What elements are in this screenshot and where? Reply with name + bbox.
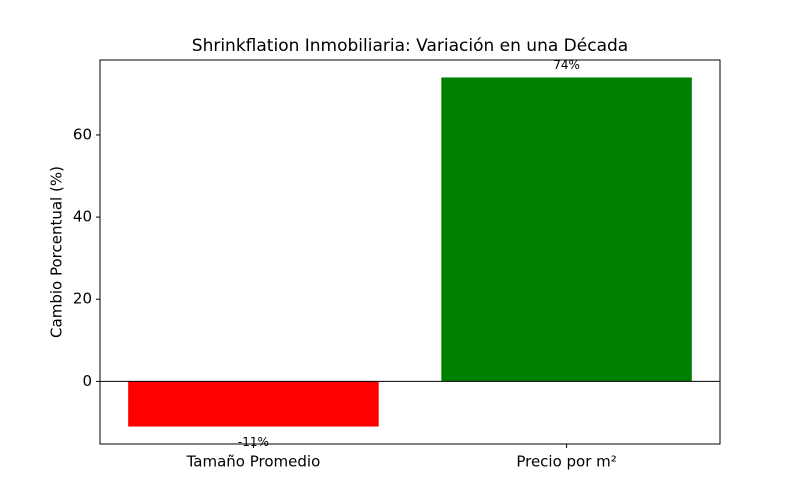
y-axis-label: Cambio Porcentual (%)	[48, 166, 66, 338]
bar	[128, 381, 379, 427]
value-label: -11%	[238, 435, 269, 449]
y-tick-label: 40	[73, 208, 92, 226]
bar	[441, 77, 692, 382]
value-label: 74%	[553, 58, 580, 72]
plot-frame	[99, 59, 721, 445]
chart-title: Shrinkflation Inmobiliaria: Variación en…	[192, 36, 628, 56]
y-tick-label: 20	[73, 290, 92, 308]
x-tick-label: Precio por m²	[516, 453, 616, 471]
y-tick-label: 60	[73, 125, 92, 143]
y-tick-label: 0	[82, 372, 92, 390]
x-tick-label: Tamaño Promedio	[186, 453, 321, 471]
